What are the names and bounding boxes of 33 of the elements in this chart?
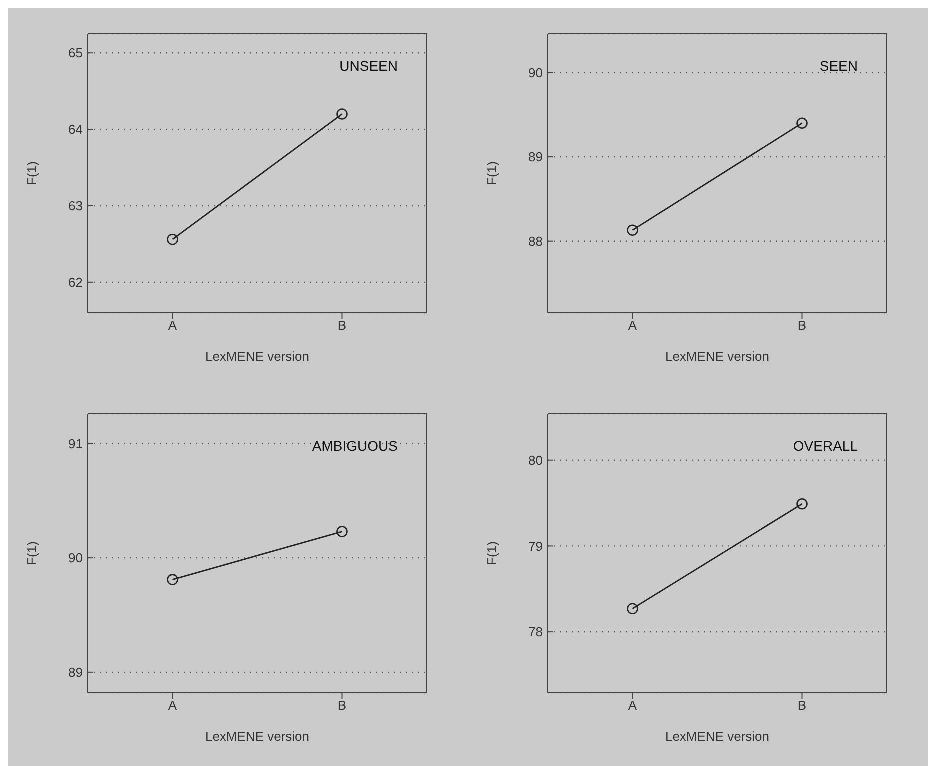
y-tick-label: 63 bbox=[68, 198, 83, 214]
x-tick-label: A bbox=[168, 318, 178, 334]
text: UNSEEN bbox=[340, 58, 398, 74]
y-tick-label: 90 bbox=[68, 550, 83, 566]
y-tick-label: 64 bbox=[68, 122, 83, 138]
x-axis-title: LexMENE version bbox=[205, 729, 310, 744]
text: SEEN bbox=[820, 58, 858, 74]
y-tick-label: 89 bbox=[68, 665, 83, 680]
x-tick-label: B bbox=[338, 318, 347, 334]
y-tick-label: 88 bbox=[528, 234, 543, 249]
text: OVERALL bbox=[793, 438, 858, 454]
y-axis-title: F(1) bbox=[24, 162, 40, 186]
x-tick-label: A bbox=[628, 318, 638, 334]
x-axis-title: LexMENE version bbox=[205, 349, 310, 364]
x-tick-label: B bbox=[798, 318, 807, 334]
y-tick-label: 62 bbox=[68, 275, 83, 290]
y-axis-title: F(1) bbox=[484, 542, 500, 566]
y-axis-title: F(1) bbox=[24, 542, 40, 566]
y-tick-label: 91 bbox=[68, 436, 83, 452]
x-tick-label: B bbox=[338, 698, 347, 714]
x-axis-title: LexMENE version bbox=[665, 729, 770, 744]
y-tick-label: 65 bbox=[68, 46, 83, 61]
y-tick-label: 89 bbox=[528, 150, 543, 165]
y-tick-label: 80 bbox=[528, 452, 543, 468]
y-axis-title: F(1) bbox=[484, 162, 500, 186]
y-tick-label: 78 bbox=[528, 624, 543, 640]
x-axis-title: LexMENE version bbox=[665, 349, 770, 364]
x-tick-label: A bbox=[168, 698, 178, 714]
x-tick-label: A bbox=[628, 698, 638, 714]
x-tick-label: B bbox=[798, 698, 807, 714]
text: AMBIGUOUS bbox=[312, 438, 398, 454]
y-tick-label: 90 bbox=[528, 65, 543, 80]
y-tick-label: 79 bbox=[528, 538, 543, 554]
